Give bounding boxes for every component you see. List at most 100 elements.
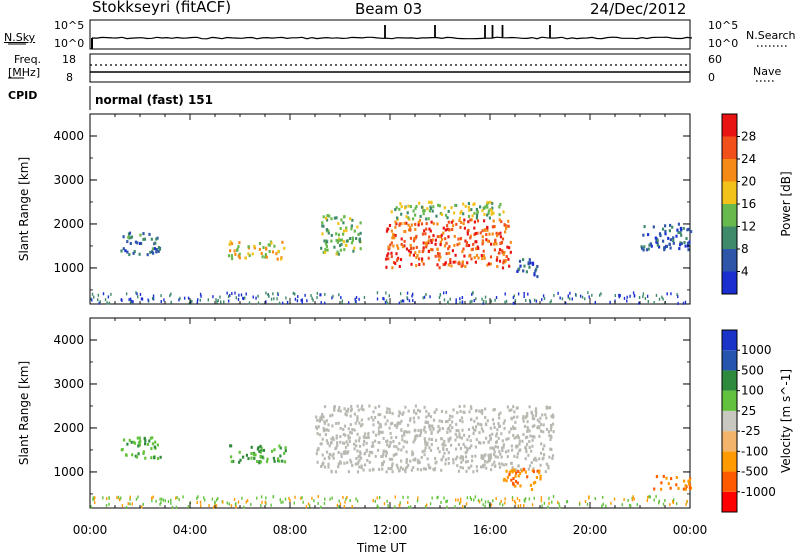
data-cell: [508, 408, 511, 412]
data-cell: [446, 216, 449, 220]
data-cell: [259, 444, 262, 448]
data-cell: [393, 424, 397, 427]
data-cell: [336, 250, 339, 254]
noise-cell: [363, 295, 366, 299]
data-cell: [498, 251, 501, 255]
data-cell: [668, 229, 671, 233]
noise-cell: [442, 291, 445, 295]
noise-cell: [567, 294, 569, 298]
data-cell: [493, 426, 496, 429]
noise-cell: [355, 295, 358, 299]
data-cell: [337, 421, 340, 425]
data-cell: [433, 468, 436, 472]
noise-cell: [169, 294, 171, 298]
data-cell: [485, 436, 488, 440]
data-cell: [491, 206, 494, 210]
data-cell: [401, 434, 404, 438]
data-cell: [528, 405, 531, 409]
data-cell: [126, 240, 129, 244]
noise-cell: [213, 505, 215, 509]
data-cell: [234, 252, 237, 256]
noise-cell: [155, 499, 157, 503]
data-cell: [525, 270, 528, 274]
data-cell: [680, 233, 683, 237]
noise-cell: [301, 496, 303, 500]
noise-cell: [627, 498, 629, 502]
noise-cell: [470, 497, 473, 501]
noise-cell: [531, 503, 534, 507]
data-cell: [401, 413, 404, 416]
noise-cell: [102, 292, 105, 296]
data-cell: [446, 427, 449, 431]
data-cell: [407, 204, 410, 208]
data-cell: [497, 232, 500, 236]
data-cell: [408, 253, 411, 257]
data-cell: [466, 438, 469, 442]
data-cell: [351, 236, 354, 240]
data-cell: [229, 249, 232, 253]
data-cell: [331, 424, 334, 428]
data-cell: [551, 457, 554, 460]
data-cell: [495, 258, 498, 262]
data-cell: [518, 442, 521, 446]
data-cell: [325, 450, 329, 454]
data-cell: [340, 452, 343, 456]
data-cell: [407, 228, 411, 232]
data-cell: [440, 437, 443, 441]
noise-cell: [342, 495, 344, 499]
colorbar-swatch: [722, 491, 737, 512]
data-cell: [497, 436, 500, 440]
noise-cell: [443, 496, 445, 500]
data-cell: [507, 257, 510, 261]
data-cell: [495, 231, 498, 235]
data-cell: [502, 210, 505, 214]
noise-cell: [408, 299, 411, 303]
data-cell: [424, 467, 427, 471]
data-cell: [501, 446, 504, 450]
data-cell: [388, 411, 392, 415]
data-cell: [445, 448, 448, 451]
station-title: Stokkseyri (fitACF): [92, 0, 232, 16]
data-cell: [283, 451, 286, 455]
noise-cell: [304, 293, 306, 297]
data-cell: [410, 223, 413, 227]
data-cell: [486, 200, 489, 204]
noise-cell: [599, 293, 601, 297]
noise-cell: [159, 502, 161, 506]
data-cell: [487, 440, 490, 444]
data-cell: [535, 411, 538, 415]
noise-cell: [429, 295, 431, 299]
data-cell: [661, 227, 665, 231]
data-cell: [424, 430, 427, 434]
data-cell: [483, 228, 486, 232]
noise-cell: [293, 501, 296, 505]
freq-tick-low: 8: [66, 71, 73, 84]
data-cell: [503, 426, 506, 430]
data-cell: [475, 208, 478, 211]
noise-cell: [653, 301, 655, 305]
data-cell: [339, 248, 342, 252]
y-tick-label: 4000: [53, 129, 84, 143]
noise-cell: [676, 502, 678, 506]
data-cell: [150, 456, 153, 460]
data-cell: [422, 262, 425, 266]
noise-cell: [289, 499, 291, 503]
data-cell: [421, 232, 425, 236]
data-cell: [254, 453, 257, 457]
data-cell: [502, 463, 505, 467]
data-cell: [495, 434, 498, 438]
noise-cell: [351, 505, 353, 509]
data-cell: [365, 449, 368, 453]
noise-cell: [642, 292, 645, 296]
noise-cell: [584, 297, 586, 301]
data-cell: [385, 451, 388, 455]
nsky-panel-frame: [89, 19, 691, 50]
data-cell: [664, 229, 667, 233]
data-cell: [128, 438, 131, 442]
data-cell: [398, 222, 401, 226]
noise-cell: [108, 496, 110, 500]
data-cell: [512, 427, 515, 430]
noise-cell: [455, 498, 457, 502]
data-cell: [250, 445, 253, 449]
